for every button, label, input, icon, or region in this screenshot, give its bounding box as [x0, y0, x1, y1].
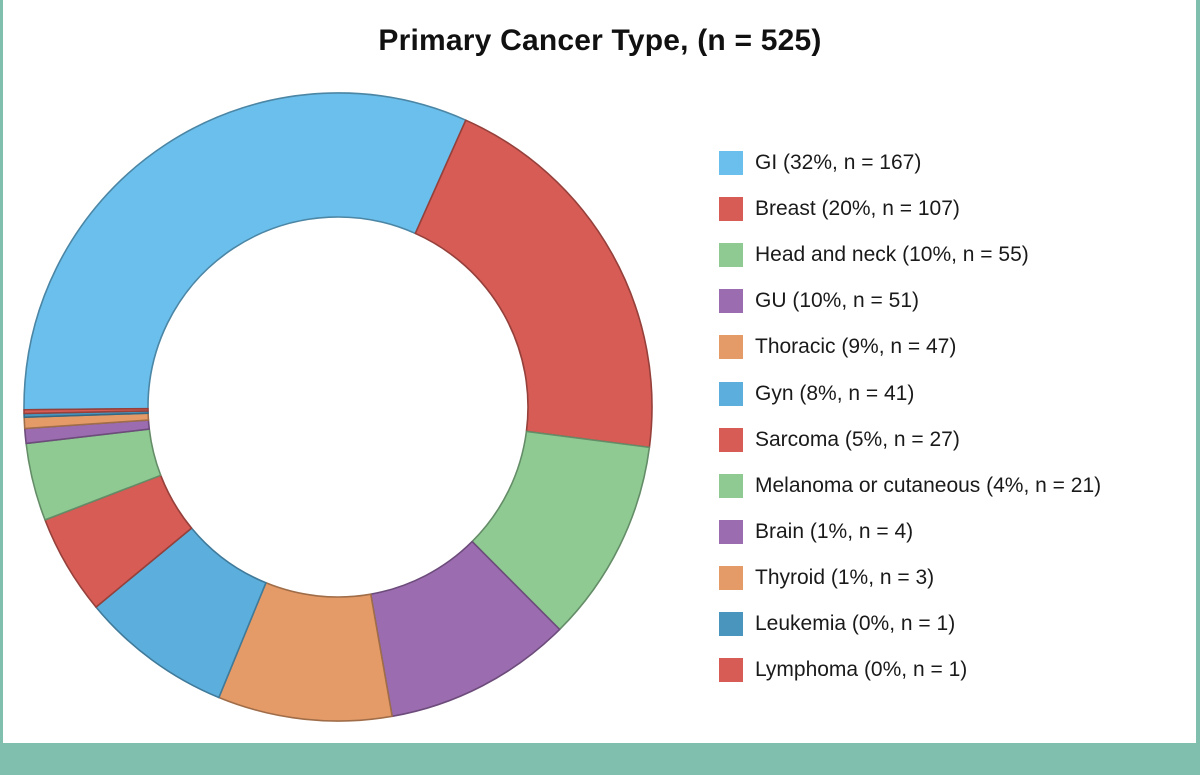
legend-label-gi: GI (32%, n = 167) [755, 151, 922, 175]
legend-swatch-leukemia [719, 611, 743, 636]
legend-swatch-gu [719, 289, 743, 314]
legend-label-thyroid: Thyroid (1%, n = 3) [755, 565, 935, 589]
legend-swatch-brain [719, 519, 743, 544]
legend-swatch-thoracic [719, 335, 743, 360]
legend-item-thoracic: Thoracic (9%, n = 47) [719, 324, 1101, 370]
legend-item-leukemia: Leukemia (0%, n = 1) [719, 601, 1101, 647]
donut-chart [23, 92, 653, 722]
legend-item-gi: GI (32%, n = 167) [719, 140, 1101, 186]
legend-item-lymphoma: Lymphoma (0%, n = 1) [719, 647, 1101, 693]
legend-label-leukemia: Leukemia (0%, n = 1) [755, 611, 956, 635]
chart-title: Primary Cancer Type, (n = 525) [378, 24, 822, 57]
legend-label-brain: Brain (1%, n = 4) [755, 519, 914, 543]
legend-item-head-and-neck: Head and neck (10%, n = 55) [719, 232, 1101, 278]
legend-label-breast: Breast (20%, n = 107) [755, 197, 960, 221]
slice-gi [23, 92, 467, 411]
legend-label-thoracic: Thoracic (9%, n = 47) [755, 335, 957, 359]
legend-item-gyn: Gyn (8%, n = 41) [719, 370, 1101, 416]
legend-swatch-gyn [719, 381, 743, 406]
legend-swatch-thyroid [719, 565, 743, 590]
legend-swatch-gi [719, 151, 743, 176]
legend-swatch-breast [719, 197, 743, 222]
legend-swatch-melanoma-or-cutaneous [719, 473, 743, 498]
legend-label-sarcoma: Sarcoma (5%, n = 27) [755, 427, 960, 451]
legend-label-gyn: Gyn (8%, n = 41) [755, 381, 915, 405]
legend-swatch-sarcoma [719, 427, 743, 452]
legend-swatch-head-and-neck [719, 243, 743, 268]
legend-label-gu: GU (10%, n = 51) [755, 289, 919, 313]
legend-item-melanoma-or-cutaneous: Melanoma or cutaneous (4%, n = 21) [719, 463, 1101, 509]
legend-item-breast: Breast (20%, n = 107) [719, 186, 1101, 232]
legend-item-sarcoma: Sarcoma (5%, n = 27) [719, 417, 1101, 463]
legend-label-melanoma-or-cutaneous: Melanoma or cutaneous (4%, n = 21) [755, 473, 1102, 497]
legend-swatch-lymphoma [719, 658, 743, 683]
slice-lymphoma [23, 407, 149, 415]
legend-item-thyroid: Thyroid (1%, n = 3) [719, 555, 1101, 601]
slice-breast [414, 119, 653, 449]
legend-item-gu: GU (10%, n = 51) [719, 278, 1101, 324]
chart-legend: GI (32%, n = 167) Breast (20%, n = 107) He… [719, 140, 1101, 693]
legend-label-lymphoma: Lymphoma (0%, n = 1) [755, 658, 968, 682]
legend-item-brain: Brain (1%, n = 4) [719, 509, 1101, 555]
legend-label-head-and-neck: Head and neck (10%, n = 55) [755, 243, 1029, 267]
